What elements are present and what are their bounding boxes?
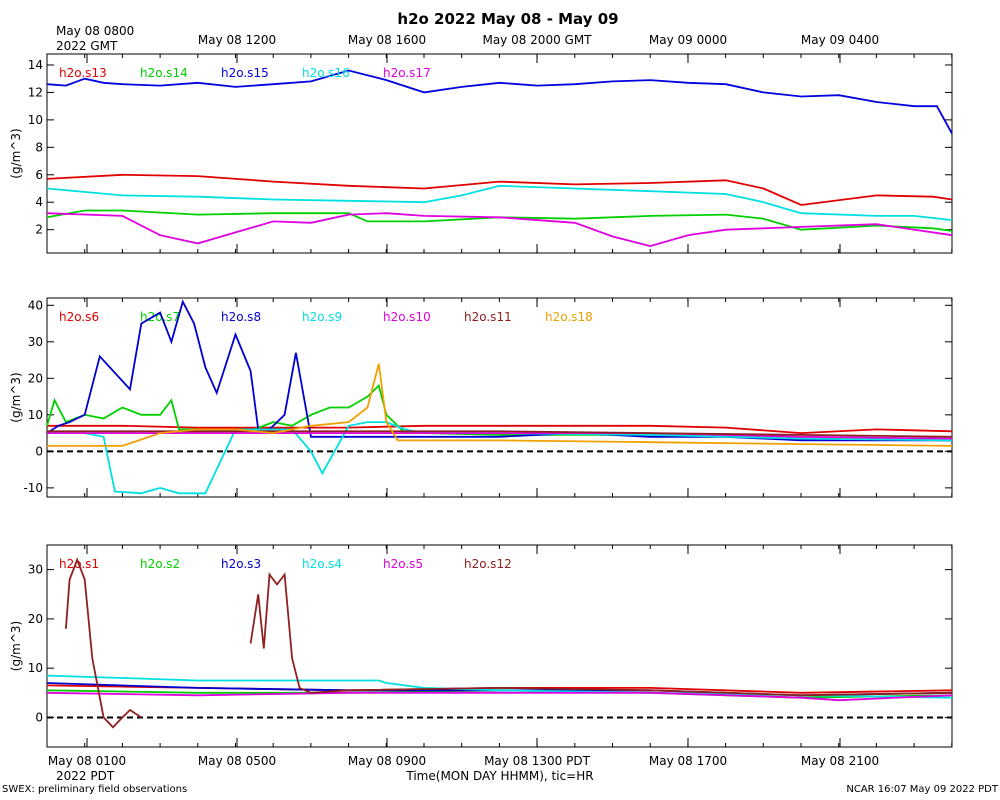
series-line-h2o-s17 (46, 212, 953, 248)
legend-h2o-s5: h2o.s5 (383, 557, 423, 571)
top-y-tick-label: 6 (35, 168, 43, 182)
legend-h2o-s3: h2o.s3 (221, 557, 261, 571)
footer-left: SWEX: preliminary field observations (2, 784, 187, 795)
middle-y-tick-label: 40 (28, 298, 43, 312)
pdt-tick-label: May 08 2100 (801, 754, 879, 768)
top-y-tick-label: 14 (28, 58, 43, 72)
bottom-y-axis-label: (g/m^3) (9, 621, 23, 671)
middle-y-tick-label: 10 (28, 408, 43, 422)
legend-h2o-s16: h2o.s16 (302, 66, 350, 80)
pdt-tick-label: May 08 1300 PDT (484, 754, 591, 768)
middle-y-tick-label: -10 (23, 481, 43, 495)
series-line-h2o-s13 (46, 173, 953, 206)
legend-h2o-s12: h2o.s12 (464, 557, 512, 571)
top-y-axis-label: (g/m^3) (9, 128, 23, 178)
top-y-tick-label: 2 (35, 223, 43, 237)
bottom-y-tick-label: 30 (28, 563, 43, 577)
middle-y-tick-label: 20 (28, 371, 43, 385)
pdt-tick-label: May 08 0900 (348, 754, 426, 768)
middle-y-tick-label: 0 (35, 444, 43, 458)
bottom-left-label: 2022 PDT (56, 769, 115, 783)
legend-h2o-s6: h2o.s6 (59, 310, 99, 324)
legend-h2o-s15: h2o.s15 (221, 66, 269, 80)
top-y-tick-label: 8 (35, 140, 43, 154)
legend-h2o-s4: h2o.s4 (302, 557, 342, 571)
pdt-tick-label: May 08 1700 (649, 754, 727, 768)
middle-y-axis-label: (g/m^3) (9, 372, 23, 422)
series-line-h2o-s2 (46, 689, 953, 699)
gmt-tick-label: May 08 1600 (348, 33, 426, 47)
gmt-tick-label: May 08 2000 GMT (482, 33, 592, 47)
top-left-label-line2: 2022 GMT (56, 39, 118, 53)
legend-h2o-s14: h2o.s14 (140, 66, 188, 80)
legend-h2o-s18: h2o.s18 (545, 310, 593, 324)
pdt-tick-label: May 08 0500 (198, 754, 276, 768)
legend-h2o-s13: h2o.s13 (59, 66, 107, 80)
footer-right: NCAR 16:07 May 09 2022 PDT (846, 784, 999, 795)
bottom-y-tick-label: 10 (28, 661, 43, 675)
middle-y-tick-label: 30 (28, 335, 43, 349)
gmt-tick-label: May 08 1200 (198, 33, 276, 47)
pdt-tick-label: May 08 0100 (48, 754, 126, 768)
series-line-h2o-s6 (47, 424, 953, 435)
gmt-tick-label: May 09 0400 (801, 33, 879, 47)
bottom-y-tick-label: 0 (35, 710, 43, 724)
gmt-tick-label: May 09 0000 (649, 33, 727, 47)
top-y-tick-label: 12 (28, 85, 43, 99)
series-line-h2o-s11 (47, 430, 953, 438)
top-left-label-line1: May 08 0800 (56, 24, 134, 38)
series-line-h2o-s18 (47, 363, 953, 447)
legend-h2o-s2: h2o.s2 (140, 557, 180, 571)
series-line-h2o-s10 (47, 432, 953, 440)
figure-title: h2o 2022 May 08 - May 09 (397, 10, 618, 28)
legend-h2o-s8: h2o.s8 (221, 310, 261, 324)
top-y-tick-label: 10 (28, 113, 43, 127)
legend-h2o-s9: h2o.s9 (302, 310, 342, 324)
legend-h2o-s10: h2o.s10 (383, 310, 431, 324)
legend-h2o-s17: h2o.s17 (383, 66, 431, 80)
series-line-h2o-s5 (46, 691, 953, 702)
x-axis-label: Time(MON DAY HHMM), tic=HR (405, 769, 593, 783)
chart-panels: 2 4 6 8 10 12 14 (g/m^3) h2o.s13 h2o.s14 h2o.s15 h2… (9, 33, 953, 768)
bottom-y-tick-label: 20 (28, 612, 43, 626)
top-y-tick-label: 4 (35, 195, 43, 209)
legend-h2o-s11: h2o.s11 (464, 310, 512, 324)
middle-plot-frame (46, 297, 953, 498)
series-line-h2o-s15 (46, 69, 953, 135)
series-line-h2o-s12 (65, 557, 953, 729)
legend-h2o-s7: h2o.s7 (140, 310, 180, 324)
series-line-h2o-s16 (46, 184, 953, 221)
